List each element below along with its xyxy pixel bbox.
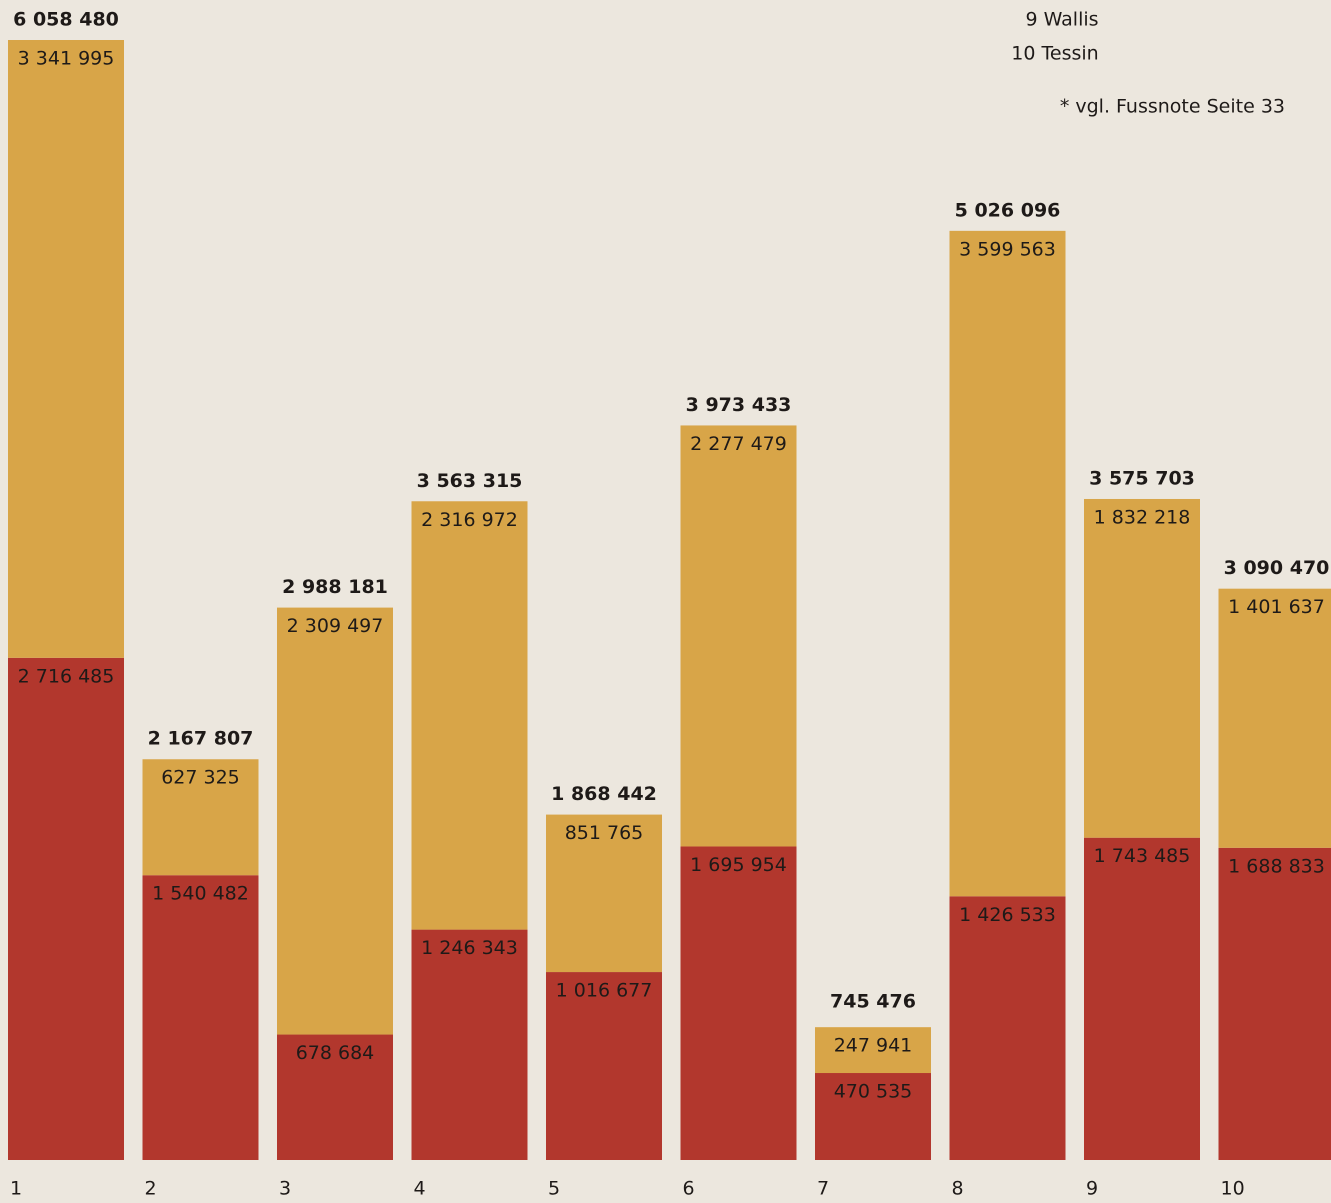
bar-segment bbox=[1084, 837, 1200, 1160]
bar-segment bbox=[1084, 498, 1200, 838]
bar-segment bbox=[546, 972, 662, 1160]
bar-segment bbox=[277, 1034, 393, 1160]
annotation: 9 Wallis bbox=[1025, 9, 1098, 31]
x-tick-label: 7 bbox=[817, 1178, 829, 1200]
value-label: 1 540 482 bbox=[152, 883, 249, 905]
x-tick-label: 1 bbox=[10, 1178, 22, 1200]
bar-segment bbox=[142, 759, 259, 876]
value-label: 1 688 833 bbox=[1228, 855, 1325, 877]
bar-segment bbox=[949, 230, 1066, 897]
value-label: 1 743 485 bbox=[1094, 845, 1191, 867]
total-label: 6 058 480 bbox=[13, 9, 119, 31]
value-label: 1 016 677 bbox=[556, 980, 653, 1002]
value-label: 678 684 bbox=[296, 1042, 375, 1064]
bar-segment bbox=[411, 501, 528, 930]
x-tick-label: 5 bbox=[548, 1178, 560, 1200]
total-label: 3 575 703 bbox=[1089, 467, 1195, 489]
value-label: 1 401 637 bbox=[1228, 596, 1325, 618]
bar-segment bbox=[8, 657, 124, 1160]
x-tick-label: 2 bbox=[145, 1178, 157, 1200]
bar-segment bbox=[1218, 847, 1331, 1160]
bar-segment bbox=[815, 1073, 931, 1160]
total-label: 2 988 181 bbox=[282, 576, 388, 598]
bar-segment bbox=[1218, 588, 1331, 848]
x-tick-label: 8 bbox=[952, 1178, 964, 1200]
value-label: 2 277 479 bbox=[690, 433, 787, 455]
bar-segment bbox=[277, 607, 393, 1035]
annotation: * vgl. Fussnote Seite 33 bbox=[1060, 96, 1285, 118]
value-label: 2 316 972 bbox=[421, 509, 518, 531]
x-tick-label: 9 bbox=[1086, 1178, 1098, 1200]
x-tick-label: 4 bbox=[414, 1178, 426, 1200]
value-label: 247 941 bbox=[834, 1035, 913, 1057]
annotation: 10 Tessin bbox=[1011, 43, 1098, 65]
value-label: 2 309 497 bbox=[287, 615, 384, 637]
total-label: 2 167 807 bbox=[148, 728, 254, 750]
value-label: 3 599 563 bbox=[959, 238, 1056, 260]
value-label: 1 246 343 bbox=[421, 937, 518, 959]
value-label: 2 716 485 bbox=[18, 665, 115, 687]
value-label: 1 426 533 bbox=[959, 904, 1056, 926]
bar-segment bbox=[680, 846, 797, 1160]
bar-segment bbox=[546, 814, 662, 973]
value-label: 470 535 bbox=[834, 1081, 913, 1103]
value-label: 1 695 954 bbox=[690, 854, 787, 876]
bar-segment bbox=[680, 425, 797, 847]
total-label: 3 090 470 bbox=[1224, 557, 1330, 579]
total-label: 1 868 442 bbox=[551, 783, 657, 805]
value-label: 851 765 bbox=[565, 822, 644, 844]
total-label: 5 026 096 bbox=[955, 199, 1061, 221]
value-label: 3 341 995 bbox=[18, 48, 115, 70]
bar-segment bbox=[142, 875, 259, 1160]
total-label: 745 476 bbox=[830, 991, 916, 1013]
x-tick-label: 6 bbox=[683, 1178, 695, 1200]
value-label: 627 325 bbox=[161, 767, 240, 789]
bar-segment bbox=[8, 40, 124, 658]
total-label: 3 973 433 bbox=[686, 394, 792, 416]
bar-segment bbox=[411, 929, 528, 1160]
value-label: 1 832 218 bbox=[1094, 506, 1191, 528]
bar-segment bbox=[815, 1027, 931, 1074]
x-tick-label: 10 bbox=[1221, 1178, 1245, 1200]
total-label: 3 563 315 bbox=[417, 470, 523, 492]
bar-segment bbox=[949, 896, 1066, 1160]
x-tick-label: 3 bbox=[279, 1178, 291, 1200]
